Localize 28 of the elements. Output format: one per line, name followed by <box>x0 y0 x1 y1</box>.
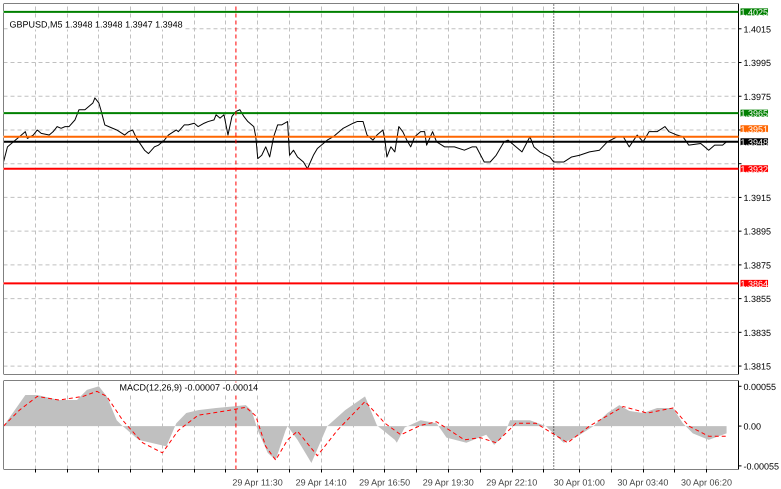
ref-line-label: 1.4025 <box>740 7 768 18</box>
x-tick-label: 29 Apr 16:50 <box>359 478 410 488</box>
x-tick-label: 30 Apr 01:00 <box>554 478 605 488</box>
x-tick-label: 29 Apr 14:10 <box>296 478 347 488</box>
y-tick-label: 1.3835 <box>744 328 772 338</box>
ref-line-label: 1.3951 <box>740 124 768 134</box>
y-tick-label: 1.3915 <box>744 192 772 203</box>
y-tick-label: 1.4015 <box>744 24 772 34</box>
y-tick-label: 1.3895 <box>744 226 772 237</box>
ref-line-label: 1.3948 <box>740 137 768 148</box>
x-tick-label: 29 Apr 22:10 <box>486 478 538 488</box>
y-tick-label: 1.3855 <box>744 294 772 304</box>
y-tick-label: 1.3815 <box>744 362 772 372</box>
x-tick-label: 30 Apr 06:20 <box>680 478 732 488</box>
x-tick-label: 30 Apr 03:40 <box>617 478 668 488</box>
y-tick-label: 0.00 <box>744 422 762 432</box>
chart-title: MACD(12,26,9) -0.00007 -0.00014 <box>120 382 258 392</box>
x-tick-label: 29 Apr 19:30 <box>422 478 474 488</box>
y-tick-label: 1.3975 <box>744 92 772 102</box>
y-tick-label: -0.00055 <box>744 461 780 472</box>
text: GBPUSD,M5 1.3948 1.3948 1.3947 1.3948 <box>10 20 183 30</box>
ref-line-label: 1.3965 <box>740 108 768 119</box>
ref-line-label: 1.3864 <box>740 278 768 289</box>
ref-line-label: 1.3932 <box>740 164 768 174</box>
y-tick-label: 1.3995 <box>744 58 772 68</box>
y-tick-label: 0.00055 <box>744 382 776 392</box>
x-tick-label: 29 Apr 11:30 <box>232 478 283 488</box>
y-tick-label: 1.3875 <box>744 260 772 270</box>
